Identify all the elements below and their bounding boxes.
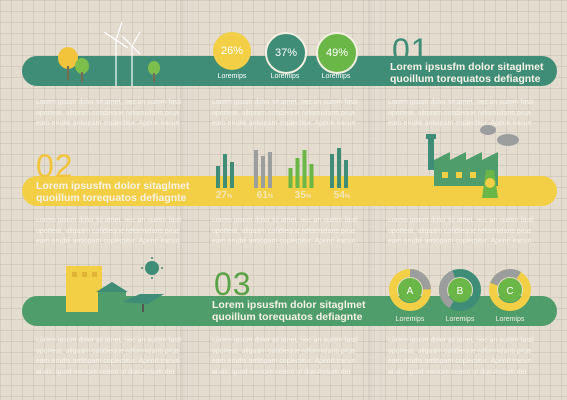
bar-2-1 [254,150,258,188]
paragraph-line: Lorem ipsum dolor sit amet, nec an autem… [388,217,534,224]
section3-number: 03 [214,266,252,302]
paragraph-line: eam eruditi antiopam coplectitur. Aperir… [388,120,532,127]
bar-label-4: 54% [327,190,357,201]
paragraph-line: eam eruditi antiopam coplectitur. Aperir… [36,238,180,245]
bar-3-3 [302,150,307,188]
paragraph-line: Lorem ipsum dolor sit amet, nec an autem… [36,337,182,344]
bar-3-1 [288,168,293,188]
paragraph-line: Lorem ipsum dolor sit amet, nec an autem… [36,99,182,106]
paragraph-line: oporteat, aliquam cotidieque reformidans… [212,227,355,235]
bar-label-1: 27% [209,190,239,201]
bar-unit: % [344,194,351,200]
section2-heading-line2: quoillum torequatos defiagnte [36,192,187,204]
ring-caption-a: Loremips [395,316,425,323]
bar-value: 27 [215,190,227,201]
percent-circle-3: 49% [316,32,358,74]
bar-4-3 [344,160,348,188]
paragraph-2a: Lorem ipsum dolor sit amet, nec an autem… [36,216,186,248]
paragraph-line: Lorem ipsum dolor sit amet, nec an autem… [212,99,358,106]
paragraph-line: oporteat, aliquam cotidieque reformidans… [36,109,179,117]
paragraph-1c: Lorem ipsum dolor sit amet, nec an autem… [388,98,538,130]
paragraph-line: Lorem ipsum dolor sit amet, nec an autem… [388,337,534,344]
ring-caption-c: Loremips [495,316,525,323]
paragraph-3c: Lorem ipsum dolor sit amet, nec an autem… [388,336,538,378]
circle-caption-3: Loremips [321,73,351,80]
percent-value-1: 26% [220,45,244,57]
bar-3-2 [295,158,300,188]
paragraph-2b: Lorem ipsum dolor sit amet, nec an autem… [212,216,362,248]
bar-groups [216,148,348,188]
trees-windmills-illustration [58,21,160,86]
paragraph-line: eam eruditi antiopam coplectitur. Aperir… [36,358,180,365]
paragraph-line: oporteat, aliquam cotidieque reformidans… [212,109,355,117]
bar-2-2 [261,156,265,188]
paragraph-1a: Lorem ipsum dolor sit amet, nec an autem… [36,98,186,130]
bar-unit: % [267,194,274,200]
ring-letter-b: B [457,286,464,297]
paragraph-1b: Lorem ipsum dolor sit amet, nec an autem… [212,98,362,130]
paragraph-3b: Lorem ipsum dolor sit amet, nec an autem… [212,336,362,378]
paragraph-line: ai vix, quod nemore cetero ut duo Assum … [212,368,351,376]
percent-value-2: 37% [274,47,298,59]
paragraph-3a: Lorem ipsum dolor sit amet, nec an autem… [36,336,186,378]
factory-illustration [426,125,519,198]
ring-caption-b: Loremips [445,316,475,323]
paragraph-line: Lorem ipsum dolor sit amet, nec an autem… [212,337,358,344]
paragraph-line: eam eruditi antiopam coplectitur. Aperir… [212,358,356,365]
ring-c: C [489,269,531,311]
paragraph-line: Lorem ipsum dolor sit amet, nec an autem… [212,217,358,224]
bar-label-3: 35% [288,190,318,201]
paragraph-line: oporteat, aliquam cotidieque reformidans… [388,227,531,235]
paragraph-line: Lorem ipsum dolor sit amet, nec an autem… [388,99,534,106]
ring-a: A [389,269,431,311]
paragraph-line: eam eruditi antiopam coplectitur. Aperir… [212,238,356,245]
paragraph-line: oporteat, aliquam cotidieque reformidans… [388,109,531,117]
paragraph-line: ai vix, quod nemore cetero ut duo Assum … [36,368,175,376]
paragraph-line: oporteat, aliquam cotidieque reformidans… [388,347,531,355]
circle-caption-2: Loremips [270,73,300,80]
percent-circle-1: 26% [213,32,251,70]
paragraph-line: ai vix, quod nemore cetero ut duo Assum … [388,368,527,376]
paragraph-line: oporteat, aliquam cotidieque reformidans… [212,347,355,355]
paragraph-line: eam eruditi antiopam coplectitur. Aperir… [388,238,532,245]
house-solar-illustration [66,257,164,312]
section1-heading-line2: quoillum torequatos defiagnte [390,73,541,85]
paragraph-line: eam eruditi antiopam coplectitur. Aperir… [36,120,180,127]
section2-number: 02 [36,148,74,184]
bar-unit: % [226,194,233,200]
paragraph-line: oporteat, aliquam cotidieque reformidans… [36,347,179,355]
paragraph-line: Lorem ipsum dolor sit amet, nec an autem… [36,217,182,224]
bar-unit: % [305,194,312,200]
ring-b: B [439,269,481,311]
ring-letter-a: A [407,286,414,297]
bar-4-2 [337,148,341,188]
bar-value: 61 [256,190,268,201]
bar-1-2 [223,154,227,188]
section3-heading-line2: quoillum torequatos defiagnte [212,311,363,323]
paragraph-2c: Lorem ipsum dolor sit amet, nec an autem… [388,216,538,248]
bar-3-4 [309,164,314,188]
percent-value-3: 49% [325,47,349,59]
ring-letter-c: C [506,286,513,297]
bar-1-3 [230,162,234,188]
bar-value: 54 [333,190,345,201]
section2-heading-line1: Lorem ipsusfm dolor sitaglmet [36,180,190,192]
bar-2-3 [268,152,272,188]
percent-circle-2: 37% [265,32,307,74]
section3-heading-line1: Lorem ipsusfm dolor sitaglmet [212,299,366,311]
paragraph-line: oporteat, aliquam cotidieque reformidans… [36,227,179,235]
section1-number: 01 [392,32,430,68]
paragraph-line: eam eruditi antiopam coplectitur. Aperir… [212,120,356,127]
section1-heading-line1: Lorem ipsusfm dolor sitaglmet [390,61,544,73]
bar-1-1 [216,166,220,188]
bar-4-1 [330,154,334,188]
paragraph-line: eam eruditi antiopam coplectitur. Aperir… [388,358,532,365]
bar-label-2: 61% [250,190,280,201]
circle-caption-1: Loremips [217,73,247,80]
bar-value: 35 [294,190,306,201]
